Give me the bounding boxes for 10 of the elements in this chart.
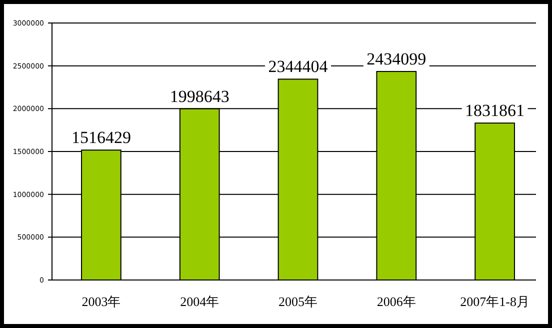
data-label: 1516429 [71,128,131,148]
data-label: 1998643 [170,86,230,106]
x-tick-label: 2003年 [82,294,121,309]
x-tick-label: 2006年 [376,294,416,309]
x-tick-label: 2004年 [180,294,220,309]
x-tick-label: 2007年1-8月 [460,294,530,309]
data-label: 1831861 [465,101,525,120]
x-tick-label: 2005年 [278,294,318,309]
data-label: 2434099 [366,49,426,68]
data-label: 2344404 [268,57,328,76]
